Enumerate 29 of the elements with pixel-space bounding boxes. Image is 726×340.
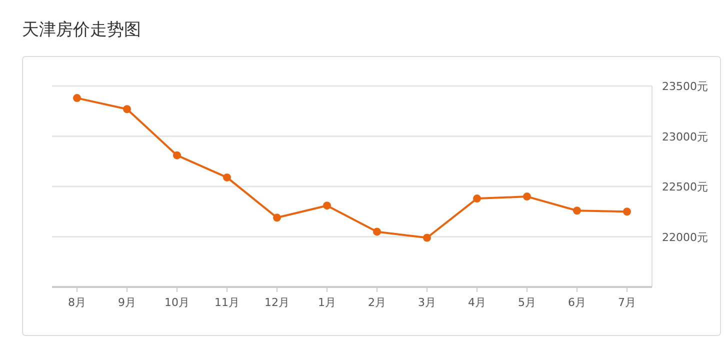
x-tick-label: 7月: [618, 296, 636, 309]
y-tick-label: 22500元: [662, 180, 708, 194]
x-tick-label: 11月: [214, 296, 240, 309]
point: [373, 228, 381, 236]
x-tick-label: 3月: [418, 296, 436, 309]
x-tick-label: 4月: [468, 296, 486, 309]
x-tick-label: 10月: [164, 296, 190, 309]
point: [173, 151, 181, 160]
point: [523, 192, 531, 201]
point: [223, 173, 231, 182]
point: [323, 202, 331, 210]
chart-title: 天津房价走势图: [22, 20, 141, 40]
x-tick-label: 6月: [568, 296, 586, 309]
point: [73, 94, 81, 102]
point: [623, 208, 631, 216]
point: [423, 234, 431, 242]
x-tick-label: 2月: [368, 296, 386, 309]
point: [273, 214, 281, 222]
x-tick-label: 9月: [118, 296, 136, 309]
x-tick-label: 12月: [264, 296, 290, 309]
y-tick-label: 23500元: [662, 80, 708, 93]
y-tick-label: 23000元: [662, 130, 708, 144]
point: [123, 105, 131, 114]
x-tick-label: 5月: [518, 296, 536, 309]
point: [573, 206, 581, 215]
x-tick-label: 8月: [68, 296, 86, 309]
point: [473, 194, 481, 203]
y-tick-label: 22000元: [662, 230, 708, 244]
x-tick-label: 1月: [318, 296, 336, 309]
